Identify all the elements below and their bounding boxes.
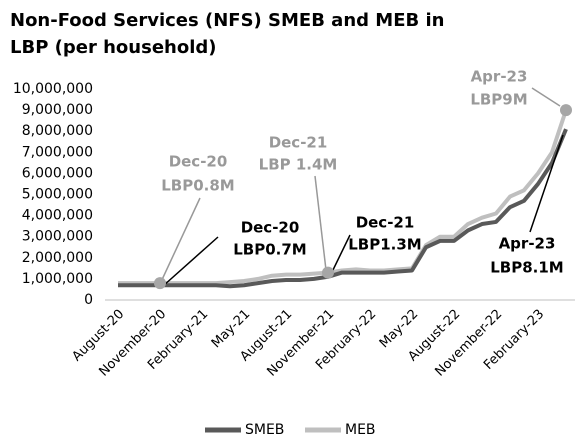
annotation: Dec-20: [169, 153, 228, 171]
chart-title: LBP (per household): [10, 37, 217, 58]
legend-label: SMEB: [245, 422, 284, 438]
y-tick-label: 10,000,000: [13, 81, 93, 97]
annotation: LBP 1.4M: [259, 156, 338, 174]
annotation-leader: [159, 197, 201, 285]
series-line: [118, 109, 568, 286]
annotation: Apr-23: [471, 68, 528, 86]
chart-title: Non-Food Services (NFS) SMEB and MEB in: [10, 10, 444, 31]
highlight-point: [154, 277, 166, 290]
annotation: Dec-21: [356, 214, 415, 232]
highlight-point: [322, 266, 334, 279]
y-tick-label: 3,000,000: [22, 229, 93, 245]
annotation: LBP9M: [470, 91, 527, 109]
y-tick-label: 6,000,000: [22, 165, 93, 181]
y-tick-label: 7,000,000: [22, 144, 93, 160]
y-tick-label: 5,000,000: [22, 187, 93, 203]
y-tick-label: 4,000,000: [22, 208, 93, 224]
annotation-leader: [531, 87, 561, 107]
y-tick-label: 0: [84, 292, 93, 308]
annotation: Dec-20: [241, 219, 300, 237]
annotation: LBP8.1M: [490, 259, 563, 277]
y-tick-label: 8,000,000: [22, 123, 93, 139]
annotation: LBP1.3M: [348, 236, 421, 254]
annotation: LBP0.7M: [233, 241, 306, 259]
annotation: Apr-23: [499, 235, 556, 253]
series-line: [118, 128, 568, 289]
legend-label: MEB: [345, 422, 376, 438]
y-tick-label: 1,000,000: [22, 271, 93, 287]
annotation: LBP0.8M: [161, 177, 234, 195]
annotation-leader: [529, 134, 564, 233]
highlight-point: [560, 104, 572, 117]
annotation-leader: [331, 234, 351, 273]
annotation-leader: [162, 236, 219, 287]
y-tick-label: 9,000,000: [22, 102, 93, 118]
annotation: Dec-21: [269, 134, 328, 152]
annotation-leader: [314, 175, 327, 271]
y-tick-label: 2,000,000: [22, 250, 93, 266]
